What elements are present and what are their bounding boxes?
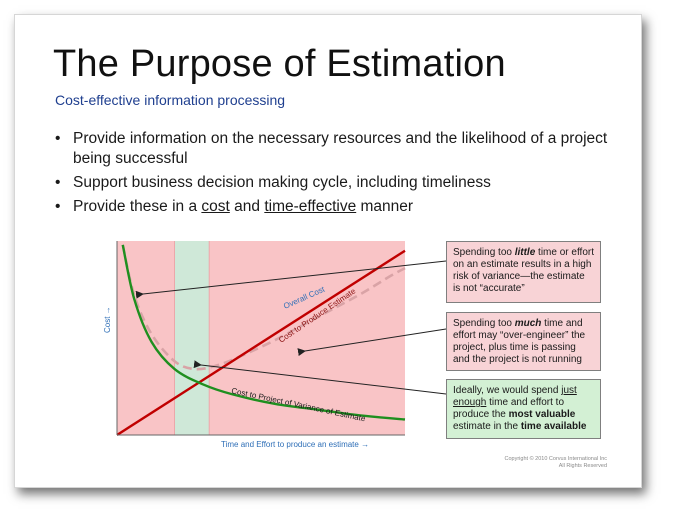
y-axis-label: Cost → [103,306,112,333]
bullet-item: • Support business decision making cycle… [51,173,611,193]
copyright-line: All Rights Reserved [558,463,607,469]
callout-emph: time available [520,421,587,432]
copyright: Copyright © 2010 Corvus International In… [455,456,608,470]
bullet-list: • Provide information on the necessary r… [51,129,611,221]
zone-too-little [117,241,175,435]
callout-text: Ideally, we would spend [453,385,562,396]
bullet-emph-cost: cost [201,198,230,215]
slide-title: The Purpose of Estimation [53,43,506,85]
copyright-line: Copyright © 2010 Corvus International In… [504,456,608,462]
bullet-dot: • [55,174,61,191]
callout-emph: just enough [453,385,577,408]
callout-emph: little [514,247,536,258]
series-cost-to-produce [116,249,406,437]
bullet-item: • Provide information on the necessary r… [51,129,611,169]
callout-text: Spending too [453,247,515,258]
callout-text: time and effort may “over-engineer” the … [453,318,586,365]
bullet-item: • Provide these in a cost and time-effec… [51,197,611,217]
callout-text: Spending too [453,318,515,329]
callout-too-little: Spending too little time or effort on an… [446,241,601,303]
series-variance-cost [121,244,406,421]
callout-just-enough: Ideally, we would spend just enough time… [446,379,601,439]
slide-subtitle: Cost-effective information processing [55,92,286,108]
bullet-text-mid: and [229,198,265,215]
callout-text: time and effort to produce the [453,397,565,420]
callout-emph: much [514,318,542,329]
callout-text: estimate in the [453,421,521,432]
bullet-dot: • [55,198,61,215]
slide: The Purpose of Estimation Cost-effective… [14,14,642,488]
bullet-emph-time: time-effective [264,198,357,215]
zone-just-enough [174,241,210,435]
callout-text: time or effort on an estimate results in… [453,247,595,294]
arrow-to-just-enough [193,360,447,395]
bullet-text: Provide information on the necessary res… [73,130,608,167]
arrow-to-too-much [297,328,447,357]
x-axis-label: Time and Effort to produce an estimate → [221,440,369,449]
callout-emph: most valuable [508,409,576,420]
bullet-dot: • [55,130,61,147]
zone-too-much [209,241,405,435]
bullet-text: Support business decision making cycle, … [73,174,491,191]
arrow-to-too-little [135,260,447,299]
estimation-chart: Overall Cost Cost to Produce Estimate Co… [103,241,447,449]
bullet-text-prefix: Provide these in a [73,198,202,215]
callout-too-much: Spending too much time and effort may “o… [446,312,601,371]
series-overall-cost [121,244,406,371]
bullet-text-suffix: manner [356,198,414,215]
